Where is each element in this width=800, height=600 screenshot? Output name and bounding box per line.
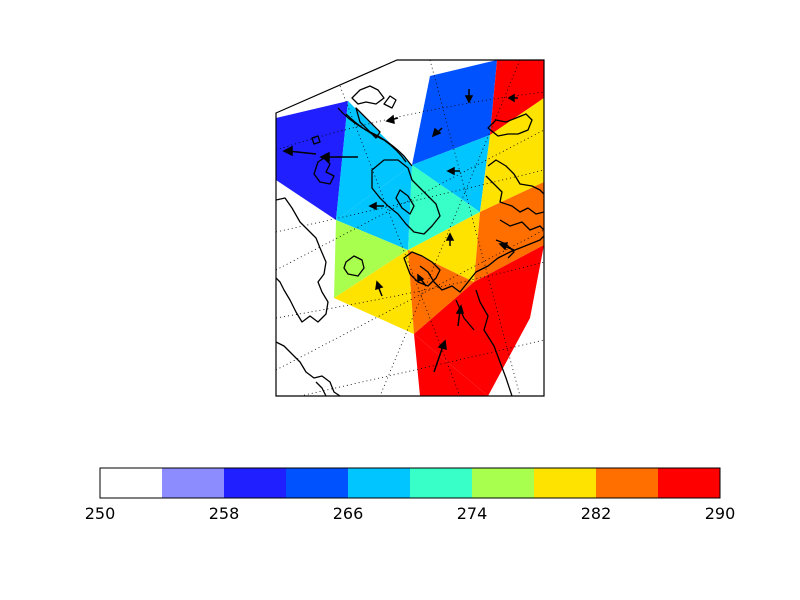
field-cell (412, 135, 490, 212)
wind-vector-head (282, 145, 293, 157)
field-cell (334, 220, 408, 298)
wind-vectors (282, 89, 518, 373)
wind-vector-head (417, 273, 425, 283)
colorbar-tick-label: 258 (209, 504, 240, 523)
coastline-northern-islands-2 (355, 107, 381, 139)
colorbar-swatch (286, 468, 348, 498)
field-cell (334, 250, 414, 334)
wind-vector-head (385, 114, 395, 125)
field-cell (414, 245, 544, 396)
coastline-border (475, 289, 513, 396)
coastline-russia (487, 113, 533, 137)
colorbar-swatch (348, 468, 410, 498)
wind-vector-head (498, 242, 509, 251)
coastline-central-landmass (371, 159, 441, 235)
wind-vector-head (319, 151, 330, 163)
colorbar-tick-label: 274 (457, 504, 488, 523)
colorbar-ticks: 250 258 266 274 282 290 (85, 504, 736, 523)
wind-vector-head (431, 127, 442, 138)
graticule (276, 60, 544, 396)
coastline-arc-2 (345, 113, 407, 163)
coastline-europe-2 (419, 235, 544, 293)
coastline-canada-island (315, 381, 327, 396)
wind-vector-head (445, 232, 455, 241)
colorbar-swatch (162, 468, 224, 498)
field-cell (408, 165, 480, 250)
colorbar-tick-label: 290 (705, 504, 736, 523)
colorbar-tick-label: 250 (85, 504, 116, 523)
coastline-border-2 (455, 299, 475, 331)
coastline-inner-sea (395, 189, 415, 215)
map-boundary (275, 59, 545, 397)
colorbar-swatch (224, 468, 286, 498)
coastline-small-island (311, 135, 321, 145)
coastline-small-island (383, 95, 397, 109)
colorbar-tick-label: 266 (333, 504, 364, 523)
field-cell (408, 250, 474, 334)
field-cell (412, 60, 497, 165)
wind-vector-head (507, 93, 515, 103)
field-cell (414, 334, 488, 396)
colorbar-swatches (100, 468, 720, 498)
colorbar-frame (99, 467, 721, 499)
coastline-canada (276, 341, 341, 396)
colorbar-tick-label: 282 (581, 504, 612, 523)
colorbar-swatch (472, 468, 534, 498)
coastline-russia-2 (487, 159, 544, 195)
colorbar-swatch (534, 468, 596, 498)
map-panel (275, 59, 545, 397)
coastline-russia-4 (499, 219, 544, 231)
colorbar-swatch (658, 468, 720, 498)
coastline-russia-3 (485, 175, 544, 215)
coastline-europe (403, 251, 441, 287)
field-cell (408, 212, 480, 282)
colorbar-swatch (596, 468, 658, 498)
colorbar: 250 258 266 274 282 290 (85, 467, 736, 523)
field-cell (480, 98, 544, 212)
wind-vector-head (437, 339, 447, 351)
temperature-field (276, 60, 544, 396)
colorbar-swatch (410, 468, 472, 498)
field-cell (336, 101, 412, 220)
colorbar-swatch (100, 468, 162, 498)
wind-vector-head (455, 304, 464, 314)
field-cell (474, 182, 544, 282)
field-cell (276, 101, 348, 220)
wind-vector (433, 345, 444, 373)
coastline-iceland (343, 255, 365, 277)
coastline-northern-islands (351, 85, 385, 105)
coastline-greenland (276, 197, 329, 323)
wind-vector-head (375, 280, 384, 291)
wind-vector-head (464, 95, 474, 104)
wind-vector-head (368, 201, 377, 211)
wind-vector-head (446, 166, 455, 176)
